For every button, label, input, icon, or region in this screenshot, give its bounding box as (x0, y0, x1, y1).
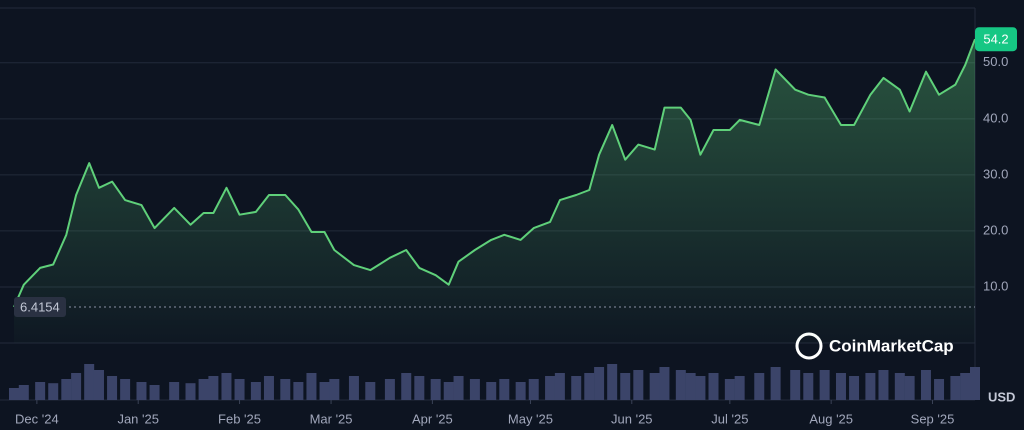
price-line (13, 38, 976, 308)
x-tick-label: Jan '25 (117, 411, 159, 426)
x-tick-label: Feb '25 (218, 411, 261, 426)
volume-bar (263, 376, 274, 400)
start-price-badge (14, 297, 66, 318)
volume-bar (515, 382, 526, 400)
volume-bar (708, 373, 719, 400)
x-tick-label: Jul '25 (711, 411, 748, 426)
volume-bar (306, 373, 317, 400)
volume-bar (185, 383, 196, 400)
last-price-badge (975, 27, 1017, 52)
volume-bar (401, 373, 412, 400)
volume-bar (950, 376, 961, 400)
volume-bar (169, 382, 180, 400)
volume-bar (499, 379, 510, 400)
volume-bar (685, 373, 696, 400)
volume-bar (920, 370, 931, 400)
y-tick-label: 10.0 (983, 278, 1008, 293)
volume-bar (384, 379, 395, 400)
volume-bar (770, 367, 781, 400)
volume-bar (904, 376, 915, 400)
y-tick-label: 20.0 (983, 222, 1008, 237)
volume-bar (649, 373, 660, 400)
x-tick-label: Aug '25 (809, 411, 853, 426)
volume-bar (365, 382, 376, 400)
volume-bar (348, 376, 359, 400)
volume-bar (430, 379, 441, 400)
volume-bar (594, 367, 605, 400)
volume-bar (93, 370, 104, 400)
volume-bar (234, 379, 245, 400)
volume-bar (319, 382, 330, 400)
volume-bar (835, 373, 846, 400)
volume-bar (545, 376, 556, 400)
volume-bar (280, 379, 291, 400)
x-tick-label: Mar '25 (310, 411, 353, 426)
x-tick-label: Dec '24 (15, 411, 59, 426)
volume-bar (970, 367, 980, 400)
volume-bar (695, 376, 706, 400)
volume-bar (724, 379, 735, 400)
volume-bar (633, 370, 644, 400)
volume-bar (675, 370, 686, 400)
volume-bar (221, 373, 232, 400)
volume-bar (486, 382, 497, 400)
volume-bar (790, 370, 801, 400)
volume-bar (894, 373, 905, 400)
volume-bar (18, 385, 29, 400)
area (14, 39, 975, 343)
volume-bar (61, 379, 72, 400)
volume-bar (35, 382, 46, 400)
volume-bar (453, 376, 464, 400)
y-tick-label: 30.0 (983, 166, 1008, 181)
volume-bar (198, 379, 209, 400)
currency-label: USD (988, 389, 1015, 404)
volume-bar (878, 370, 889, 400)
volume-bar (9, 388, 19, 400)
volume-bar (607, 364, 618, 400)
volume-bar (865, 373, 876, 400)
volume-bar (584, 373, 595, 400)
volume-bar (443, 382, 454, 400)
x-tick-label: May '25 (508, 411, 553, 426)
x-tick-label: Sep '25 (911, 411, 955, 426)
volume-bar (208, 376, 219, 400)
volume-bar (329, 379, 340, 400)
volume-bar (84, 364, 95, 400)
volume-bar (754, 373, 765, 400)
x-tick-label: Apr '25 (412, 411, 453, 426)
volume-bar (934, 379, 945, 400)
volume-bar (136, 382, 147, 400)
last-price-label: 54.2 (983, 32, 1008, 47)
volume-bar (819, 370, 830, 400)
volume-bar (803, 373, 814, 400)
volume-bar (849, 376, 860, 400)
volume-bar (620, 373, 631, 400)
volume-bar (107, 376, 118, 400)
volume-bar (71, 373, 82, 400)
x-tick-label: Jun '25 (611, 411, 653, 426)
volume-bar (48, 383, 59, 400)
volume-bar (120, 379, 131, 400)
volume-bar (414, 376, 425, 400)
volume-bar (554, 373, 565, 400)
volume-bar (960, 373, 971, 400)
volume-bar (469, 379, 480, 400)
volume-bar (734, 376, 745, 400)
volume-bar (293, 382, 304, 400)
volume-bar (528, 379, 539, 400)
volume-bar (571, 376, 582, 400)
y-tick-label: 40.0 (983, 110, 1008, 125)
volume-bar (149, 385, 160, 400)
start-price-label: 6.4154 (20, 299, 60, 314)
volume-bar (250, 382, 261, 400)
y-tick-label: 50.0 (983, 54, 1008, 69)
volume-bar (659, 367, 670, 400)
